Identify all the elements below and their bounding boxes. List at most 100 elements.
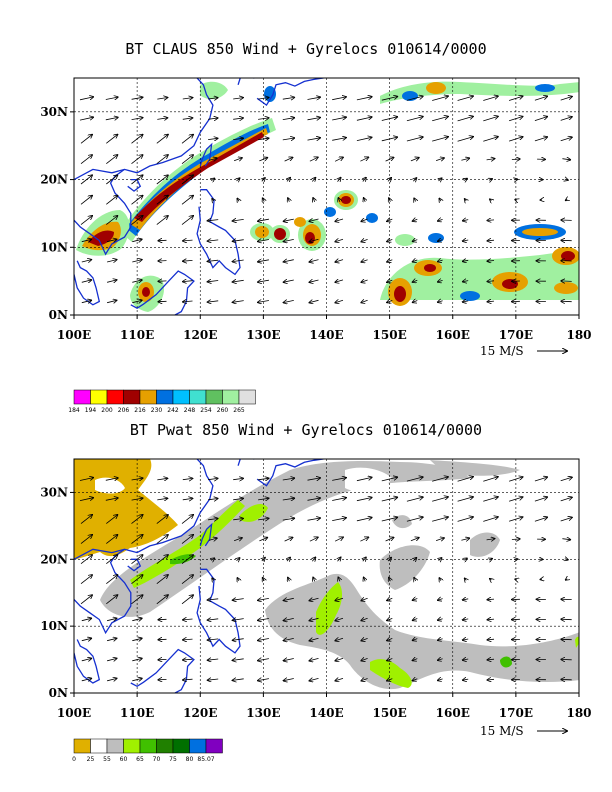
wind-vector [487,659,495,660]
wind-vector [105,498,118,500]
colorbar-label: 55 [103,756,111,763]
y-tick-label: 20N [40,552,68,566]
wind-vector [106,535,117,544]
wind-vector [79,478,93,481]
wind-vector [181,555,193,565]
wind-vector [282,478,295,480]
wind-vector [233,260,244,262]
colorbar-swatch [139,738,157,754]
colorbar-label: 230 [151,407,163,414]
wind-vector [439,199,441,202]
wind-vector [284,260,294,262]
wind-vector [432,477,448,482]
wind-vector [309,598,319,600]
wind-vector [284,157,293,162]
colorbar-label: 0 [72,756,76,763]
wind-vector [432,117,448,122]
wind-vector [258,679,269,681]
wind-vector [183,240,193,241]
top-reference-vector: 15 M/S [480,344,567,358]
wind-vector [356,518,372,522]
x-tick-label: 170E [499,328,533,342]
wind-vector [183,301,193,302]
wind-vector [438,260,443,262]
wind-vector [284,280,294,282]
colorbar-swatch [156,389,174,405]
wind-vector [364,577,366,581]
wind-vector [414,578,416,581]
wind-vector [335,260,344,262]
wind-vector [487,639,495,640]
wind-vector [565,559,568,560]
colorbar-label: 184 [68,407,80,414]
wind-vector [465,199,467,201]
wind-vector [258,659,269,661]
wind-vector [356,97,372,101]
wind-vector [338,577,340,581]
wind-vector [156,515,168,524]
top-grid-lines [74,78,579,315]
wind-vector [156,595,168,605]
wind-vector [356,117,372,121]
wind-vector [208,98,218,99]
wind-vector [284,659,294,661]
wind-vector [156,555,168,565]
wind-vector [181,575,193,585]
wind-vector [131,478,143,480]
wind-vector [332,138,346,141]
bottom-wind-vectors [79,477,572,681]
wind-vector [361,658,368,660]
y-tick-label: 10N [40,240,68,254]
wind-vector [309,280,319,282]
wind-vector [156,216,168,225]
wind-vector [262,558,265,561]
wind-vector [282,118,295,120]
wind-vector [131,97,143,99]
wind-vector [363,557,366,561]
wind-vector [332,478,346,481]
coastline-segment [74,548,132,635]
wind-vector [406,137,423,142]
wind-vector [487,281,495,282]
wind-vector [208,679,219,680]
wind-vector [233,301,244,303]
wind-vector [208,478,218,479]
wind-vector [413,659,418,661]
wind-vector [487,301,495,302]
wind-vector [381,517,398,522]
wind-vector [309,638,319,640]
wind-vector [514,559,517,560]
top-panel-title: BT CLAUS 850 Wind + Gyrelocs 010614/0000 [125,40,487,58]
wind-vector [335,300,344,302]
wind-vector [263,198,265,201]
colorbar-swatch [90,738,108,754]
wind-vector [284,638,294,640]
wind-vector [309,300,319,302]
wind-vector [237,558,240,561]
top-colorbar: 184 194 200 206 216 230 242 248 254 260 265 [68,389,256,414]
wind-vector [131,118,143,120]
wind-vector [107,658,117,660]
wind-vector [561,619,572,620]
wind-vector [258,138,269,140]
wind-vector [487,261,495,262]
wind-vector [131,575,143,585]
wind-vector [233,240,244,242]
x-tick-label: 150E [373,328,407,342]
y-tick-label: 0N [49,686,68,700]
wind-vector [79,498,93,501]
y-tick-label: 0N [49,308,68,322]
wind-vector [490,579,492,580]
wind-vector [534,517,547,522]
wind-vector [413,240,418,242]
wind-vector [432,96,448,101]
wind-vector [438,280,443,282]
wind-vector [511,159,520,160]
wind-vector [439,558,442,561]
wind-vector [287,178,290,182]
wind-vector [438,301,443,303]
wind-vector [566,199,568,200]
wind-vector [258,240,269,242]
wind-vector [309,219,319,221]
wind-vector [457,477,474,482]
